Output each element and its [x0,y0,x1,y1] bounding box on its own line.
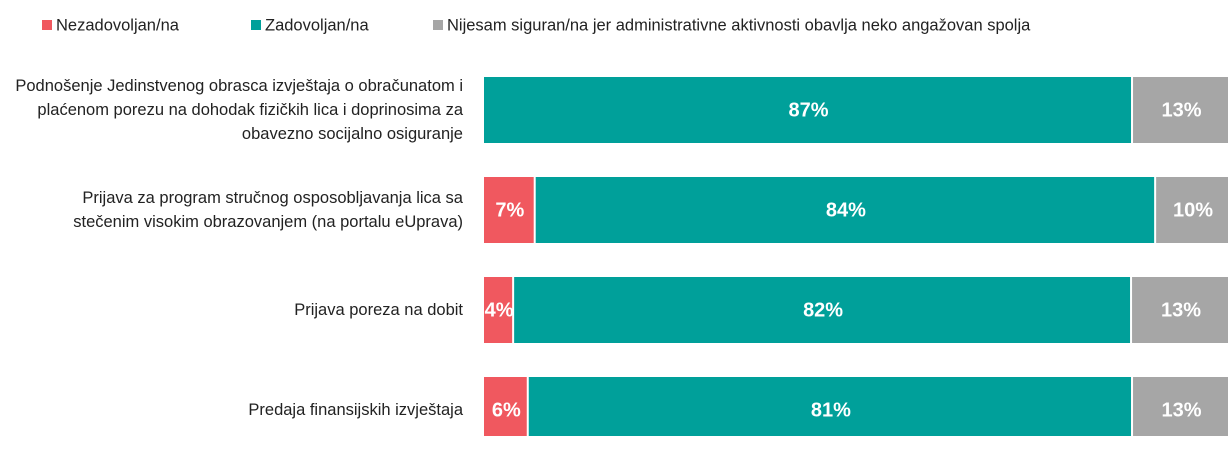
bar-segment [1133,77,1228,143]
chart: Nezadovoljan/na Zadovoljan/na Nijesam sigu… [42,16,1228,436]
legend-swatch [251,20,261,30]
bar-segment [484,177,534,243]
data-label: 82% [803,299,843,321]
bar-segment [535,177,1155,243]
data-label: 13% [1161,99,1201,121]
data-label: 13% [1161,299,1201,321]
data-label: 7% [495,199,524,221]
data-label: 4% [485,299,514,321]
legend-label: Nezadovoljan/na [56,16,180,34]
category-label: Prijava poreza na dobit [13,260,463,360]
bar-segment [514,277,1131,343]
legend-label: Nijesam siguran/na jer administrativne a… [447,16,1031,34]
bar-segment [484,377,527,436]
data-label: 84% [826,199,866,221]
page: {"chart_data": {"type": "stacked_bar_hor… [13,16,1228,436]
category-label: Prijava za program stručnog osposobljava… [13,160,463,260]
bar-segment [484,77,1132,143]
legend-swatch [42,20,52,30]
category-label: Podnošenje Jedinstvenog obrasca izvješta… [13,60,463,160]
category-label: Predaja finansijskih izvještaja [13,360,463,460]
bar-segment [484,277,513,343]
data-label: 6% [492,399,521,421]
category-text: Predaja finansijskih izvještaja [248,401,463,419]
data-label: 13% [1161,399,1201,421]
category-text: Prijava poreza na dobit [294,301,463,319]
bar-segment [1132,277,1228,343]
bar-segment [1133,377,1228,436]
category-text: Prijava za program stručnog osposobljava… [73,189,463,231]
data-label: 81% [811,399,851,421]
data-label: 10% [1173,199,1213,221]
bar-segment [528,377,1132,436]
legend-swatch [433,20,443,30]
category-text: Podnošenje Jedinstvenog obrasca izvješta… [15,77,463,143]
bar-segment [1156,177,1228,243]
data-label: 87% [788,99,828,121]
legend-label: Zadovoljan/na [265,16,369,34]
